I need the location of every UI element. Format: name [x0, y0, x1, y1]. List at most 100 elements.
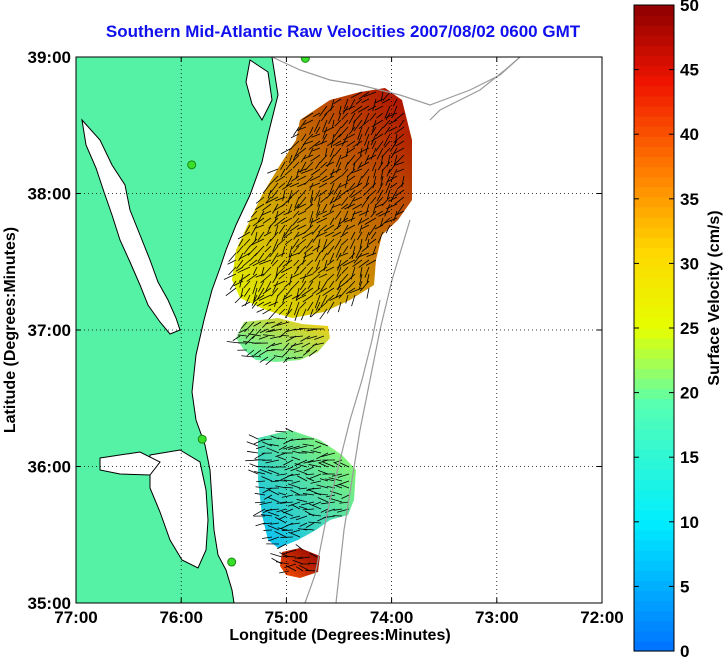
velocity-arrow — [364, 126, 370, 136]
velocity-arrow — [385, 112, 398, 118]
velocity-arrow — [276, 473, 287, 476]
velocity-arrow — [263, 252, 272, 262]
velocity-arrow — [319, 308, 328, 320]
velocity-arrow — [364, 133, 370, 146]
velocity-arrow — [314, 189, 321, 201]
velocity-arrow — [381, 161, 391, 172]
velocity-arrow — [262, 441, 273, 447]
velocity-arrow — [329, 252, 335, 263]
velocity-arrow — [344, 203, 356, 210]
velocity-arrow — [388, 196, 398, 202]
colorbar-tick-label: 30 — [680, 254, 699, 273]
velocity-arrow — [293, 245, 300, 253]
velocity-arrow — [384, 140, 391, 148]
velocity-arrow — [331, 133, 342, 144]
velocity-arrow — [293, 445, 308, 450]
colorbar-cell — [634, 176, 674, 188]
velocity-arrow — [262, 217, 272, 224]
velocity-arrow — [240, 321, 248, 329]
velocity-arrow — [348, 252, 356, 260]
velocity-arrow — [286, 328, 297, 332]
velocity-arrow — [241, 355, 255, 358]
velocity-arrow — [350, 182, 363, 191]
velocity-arrow — [282, 555, 297, 558]
velocity-arrow — [255, 203, 265, 210]
colorbar-cell — [634, 5, 674, 16]
velocity-arrow — [318, 210, 328, 216]
velocity-arrow — [377, 182, 384, 194]
velocity-arrow — [338, 126, 349, 138]
velocity-arrow — [391, 105, 398, 118]
velocity-arrow — [375, 140, 384, 152]
colorbar-cell — [634, 630, 674, 642]
colorbar-cell — [634, 95, 674, 107]
velocity-arrow — [317, 301, 328, 311]
velocity-arrow — [342, 224, 349, 236]
velocity-arrow — [247, 217, 258, 223]
site-marker — [227, 557, 237, 567]
velocity-arrow — [270, 553, 283, 558]
velocity-arrow — [346, 182, 356, 193]
velocity-arrow — [259, 356, 269, 363]
velocity-arrow — [335, 273, 342, 282]
velocity-arrow — [385, 175, 391, 186]
velocity-arrow — [316, 238, 321, 253]
velocity-arrow — [238, 273, 251, 282]
velocity-arrow — [348, 280, 356, 289]
velocity-arrow — [280, 161, 286, 170]
velocity-arrow — [291, 294, 300, 300]
velocity-arrow — [312, 287, 321, 295]
velocity-arrow — [284, 563, 297, 569]
velocity-arrow — [293, 231, 300, 240]
velocity-arrow — [313, 445, 322, 450]
velocity-arrow — [358, 217, 370, 225]
velocity-arrow — [368, 224, 377, 236]
colorbar-cell — [634, 297, 674, 309]
colorbar-cell — [634, 509, 674, 521]
colorbar-cell — [634, 277, 674, 289]
colorbar-cell — [634, 590, 674, 602]
velocity-arrow — [252, 259, 265, 267]
velocity-arrow — [301, 273, 307, 283]
velocity-arrow — [244, 224, 251, 234]
velocity-arrow — [380, 175, 384, 186]
velocity-arrow — [318, 182, 328, 188]
velocity-arrow — [331, 203, 342, 209]
velocity-arrow — [289, 273, 293, 286]
velocity-arrow — [241, 301, 251, 307]
velocity-arrow — [260, 514, 273, 517]
velocity-arrow — [254, 224, 265, 229]
colorbar-cell — [634, 307, 674, 319]
velocity-arrow — [352, 259, 363, 267]
velocity-arrow — [280, 334, 290, 337]
colorbar-cell — [634, 287, 674, 299]
colorbar-label: Surface Velocity (cm/s) — [706, 210, 723, 385]
velocity-arrow — [337, 112, 342, 122]
velocity-arrow — [290, 133, 300, 139]
velocity-arrow — [289, 335, 304, 338]
velocity-arrow — [311, 224, 321, 235]
delaware-bay — [245, 59, 273, 122]
colorbar-cell — [634, 216, 674, 228]
velocity-arrow — [282, 259, 293, 268]
velocity-arrow — [259, 259, 272, 265]
velocity-arrow — [297, 217, 307, 224]
colorbar-cell — [634, 206, 674, 218]
velocity-arrow — [370, 210, 377, 218]
velocity-arrow — [261, 476, 273, 482]
velocity-arrow — [301, 450, 315, 454]
velocity-arrow — [254, 349, 262, 356]
velocity-arrow — [245, 459, 259, 462]
velocity-arrow — [301, 501, 315, 506]
velocity-arrow — [359, 266, 363, 278]
velocity-arrow — [243, 287, 251, 297]
velocity-arrow — [325, 231, 335, 237]
velocity-arrow — [377, 161, 384, 171]
velocity-arrow — [358, 91, 370, 100]
velocity-arrow — [278, 308, 286, 315]
velocity-arrow — [273, 280, 286, 287]
velocity-arrow — [293, 356, 304, 359]
velocity-arrow — [361, 98, 370, 103]
velocity-arrow — [333, 484, 343, 489]
velocity-arrow — [366, 287, 370, 299]
